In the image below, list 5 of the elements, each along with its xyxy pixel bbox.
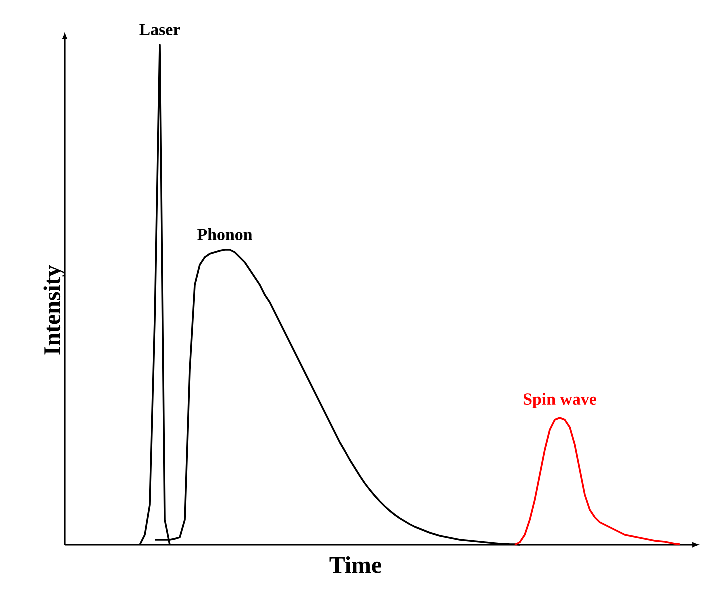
series-label: Phonon: [198, 228, 253, 240]
series-label: Laser: [140, 24, 180, 36]
series-label: Spin wave: [524, 393, 596, 408]
x-axis-title: Time: [330, 556, 382, 574]
y-axis-title: Intensity: [44, 265, 66, 355]
